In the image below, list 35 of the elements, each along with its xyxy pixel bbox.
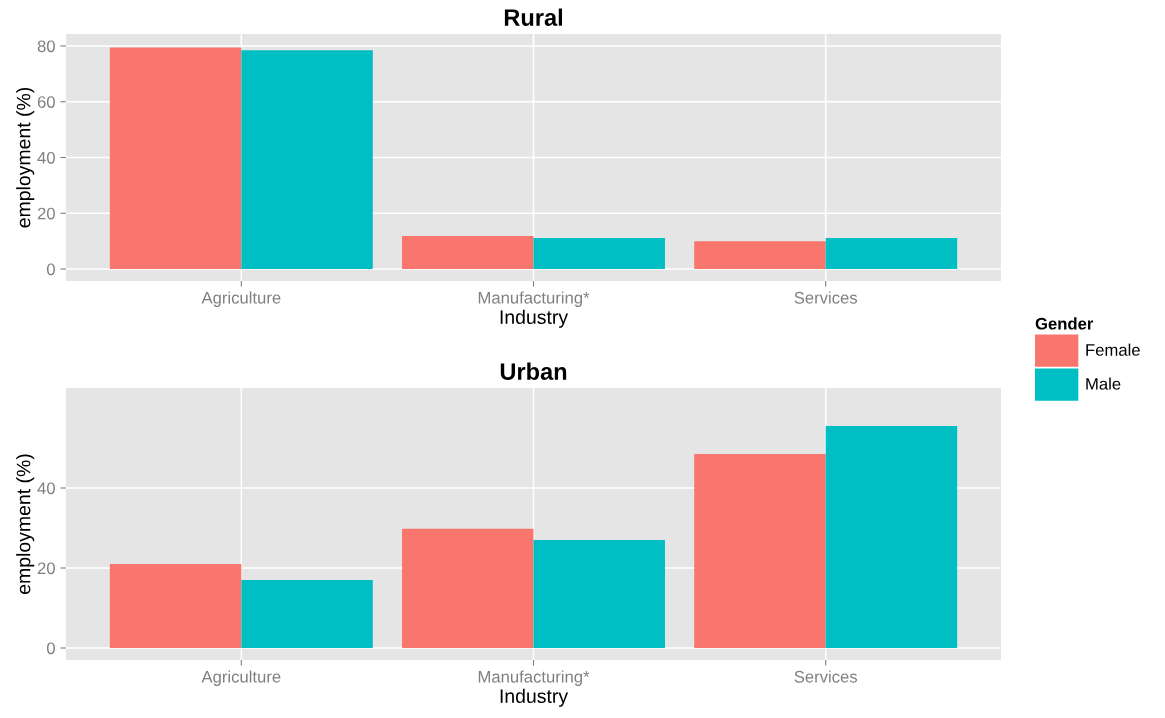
bar <box>533 540 665 648</box>
legend-title: Gender <box>1035 317 1094 330</box>
bar <box>694 241 826 270</box>
y-tick-label: 40 <box>37 151 55 164</box>
y-tick-label: 40 <box>37 482 55 495</box>
x-tick-label: Agriculture <box>201 291 281 307</box>
y-tick-label: 80 <box>37 40 55 53</box>
legend-label: Male <box>1086 377 1121 390</box>
bar <box>402 236 534 270</box>
bar <box>241 50 373 270</box>
chart-title: Rural <box>504 8 563 26</box>
y-tick-label: 60 <box>37 96 55 108</box>
x-axis-title: Industry <box>500 309 569 328</box>
bar <box>694 454 826 648</box>
y-tick-label: 20 <box>37 207 55 220</box>
bar <box>825 426 958 648</box>
bar <box>109 564 242 648</box>
x-tick-label: Manufacturing* <box>478 291 590 307</box>
x-tick-label: Services <box>794 670 858 683</box>
bar <box>825 238 958 270</box>
y-axis-title: employment (%) <box>16 454 35 594</box>
y-tick-label: 20 <box>37 562 55 575</box>
y-tick-label: 0 <box>46 642 55 655</box>
y-axis-title: employment (%) <box>16 87 35 228</box>
x-axis-title: Industry <box>500 688 569 707</box>
bar <box>109 47 242 270</box>
x-tick-label: Services <box>794 291 858 304</box>
chart-title: Urban <box>500 362 567 380</box>
bar <box>402 528 534 648</box>
bar <box>241 580 373 648</box>
legend-label: Female <box>1086 343 1140 356</box>
bar <box>533 238 665 270</box>
x-tick-label: Agriculture <box>201 670 281 686</box>
y-tick-label: 0 <box>46 263 55 276</box>
x-tick-label: Manufacturing* <box>478 670 590 686</box>
